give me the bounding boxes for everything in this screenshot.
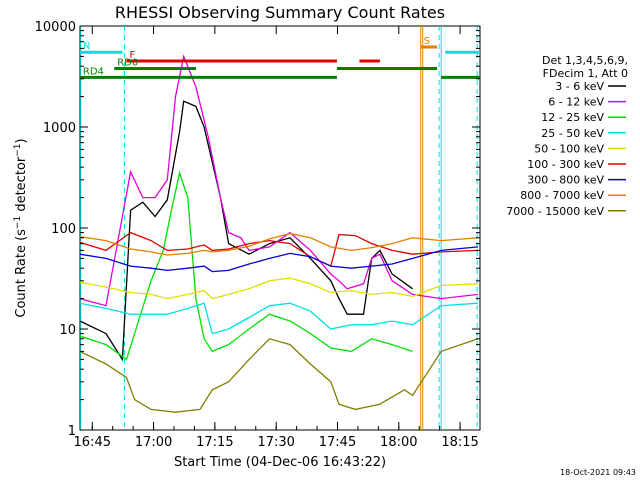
legend-label: 50 - 100 keV — [534, 142, 604, 155]
x-axis-label: Start Time (04-Dec-06 16:43:22) — [174, 455, 386, 470]
series-line — [79, 302, 479, 335]
vertical-markers — [80, 26, 478, 430]
legend-label: 300 - 800 keV — [527, 174, 604, 187]
legend: Det 1,3,4,5,6,9,FDecim 1, Att 03 - 6 keV… — [506, 54, 628, 218]
series-line — [79, 338, 479, 413]
legend-label: 800 - 7000 keV — [520, 189, 604, 202]
legend-label: 3 - 6 keV — [555, 80, 604, 93]
y-tick-label: 1000 — [43, 121, 76, 136]
legend-header: Det 1,3,4,5,6,9, — [542, 54, 628, 67]
legend-label: 100 - 300 keV — [527, 158, 604, 171]
x-tick-label: 17:45 — [319, 435, 356, 450]
chart-title: RHESSI Observing Summary Count Rates — [115, 3, 445, 22]
x-tick-label: 17:00 — [135, 435, 172, 450]
x-tick-label: 18:00 — [380, 435, 417, 450]
y-axis-label: Count Rate (s−1 detector−1) — [13, 138, 29, 317]
series-line — [79, 246, 479, 273]
legend-label: 25 - 50 keV — [541, 127, 604, 140]
series-line — [79, 54, 479, 307]
series-line — [79, 277, 479, 300]
x-tick-label: 17:15 — [196, 435, 233, 450]
timestamp: 18-Oct-2021 09:43 — [560, 468, 636, 477]
state-bar-label: S — [424, 36, 430, 47]
x-tick-label: 18:15 — [441, 435, 478, 450]
series-line — [79, 232, 479, 256]
legend-label: 6 - 12 keV — [548, 96, 604, 109]
legend-label: 12 - 25 keV — [541, 111, 604, 124]
y-tick-label: 1 — [68, 424, 76, 439]
legend-header: FDecim 1, Att 0 — [543, 67, 628, 80]
legend-label: 7000 - 15000 keV — [506, 205, 604, 218]
series-line — [79, 170, 413, 361]
state-bar-label: F — [129, 50, 135, 61]
x-tick-label: 17:30 — [257, 435, 294, 450]
series-lines — [79, 54, 479, 413]
series-line — [79, 231, 479, 268]
state-bar-label: N — [83, 41, 90, 52]
y-tick-label: 100 — [51, 222, 76, 237]
x-tick-label: 16:45 — [74, 435, 111, 450]
plot-frame — [79, 25, 481, 431]
state-bar-label: RD0 — [117, 57, 138, 68]
y-tick-label: 10000 — [35, 20, 76, 35]
x-axis: 16:45 17:00 17:15 17:30 17:45 18:00 18:15 — [74, 26, 479, 450]
series-line — [79, 100, 413, 362]
y-tick-label: 10 — [59, 323, 76, 338]
y-axis: 1 10 100 1000 10000 — [35, 20, 480, 439]
state-bar-label: RD4 — [83, 66, 104, 77]
